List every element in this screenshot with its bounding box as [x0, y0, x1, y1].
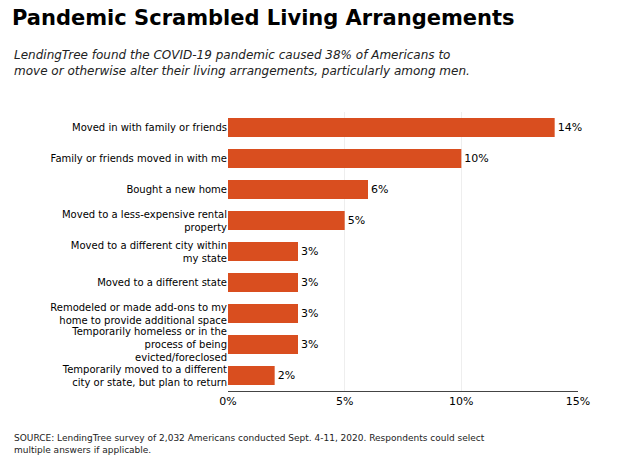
svg-text:3%: 3% [301, 245, 318, 258]
svg-text:Moved to a less-expensive rent: Moved to a less-expensive rentalproperty [62, 209, 227, 233]
svg-text:Temporarily homeless or in the: Temporarily homeless or in theprocess of… [71, 326, 227, 363]
svg-text:0%: 0% [219, 395, 236, 408]
svg-text:LendingTree found the COVID-19: LendingTree found the COVID-19 pandemic … [14, 48, 470, 78]
svg-text:15%: 15% [566, 395, 590, 408]
svg-text:Moved to a different state: Moved to a different state [97, 277, 227, 288]
svg-text:10%: 10% [464, 152, 488, 165]
svg-text:3%: 3% [301, 307, 318, 320]
svg-text:5%: 5% [348, 214, 365, 227]
svg-text:14%: 14% [558, 121, 582, 134]
svg-text:SOURCE: LendingTree survey of: SOURCE: LendingTree survey of 2,032 Amer… [14, 433, 485, 455]
svg-text:5%: 5% [336, 395, 353, 408]
svg-text:2%: 2% [278, 369, 295, 382]
svg-text:3%: 3% [301, 276, 318, 289]
svg-text:Moved to a different city with: Moved to a different city withinmy state [71, 240, 227, 264]
svg-text:Temporarily moved to a differe: Temporarily moved to a differentcity or … [62, 364, 227, 388]
svg-text:Pandemic Scrambled Living Arra: Pandemic Scrambled Living Arrangements [12, 6, 515, 30]
svg-text:Bought a new home: Bought a new home [126, 184, 227, 195]
svg-text:3%: 3% [301, 338, 318, 351]
svg-text:Moved in with family or friend: Moved in with family or friends [72, 122, 227, 133]
svg-text:10%: 10% [449, 395, 473, 408]
svg-text:Remodeled or made add-ons to m: Remodeled or made add-ons to myhome to p… [50, 302, 227, 326]
svg-text:Family or friends moved in wit: Family or friends moved in with me [51, 153, 227, 164]
svg-text:6%: 6% [371, 183, 388, 196]
